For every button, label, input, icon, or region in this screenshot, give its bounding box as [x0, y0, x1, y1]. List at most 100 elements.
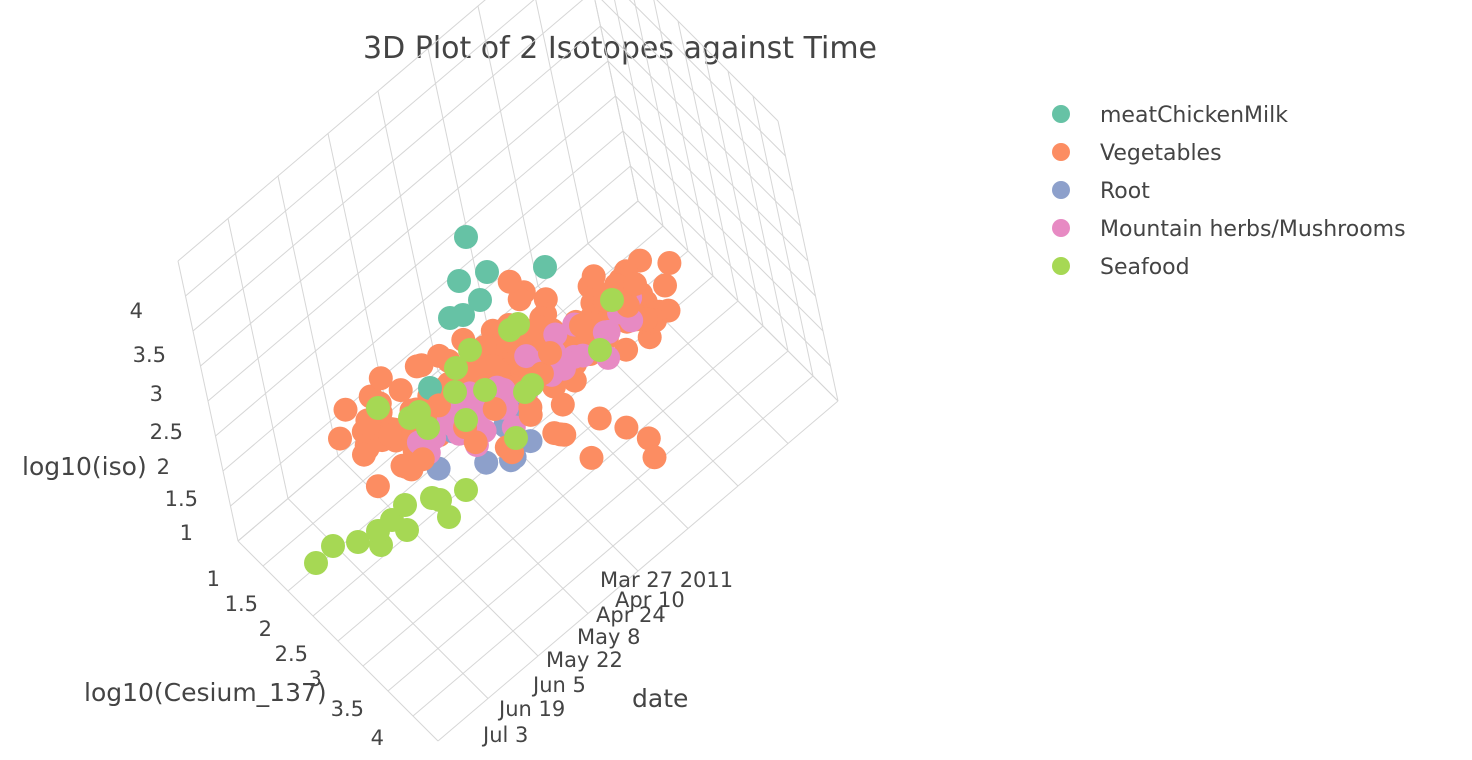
- point-mountain-herbs: [491, 378, 516, 402]
- x-tick-label: Mar 27 2011: [600, 568, 733, 592]
- point-vegetables: [328, 426, 352, 451]
- legend-item[interactable]: Mountain herbs/Mushrooms: [1052, 217, 1406, 242]
- gridline-back-horizontal: [177, 0, 486, 262]
- legend-item[interactable]: Root: [1052, 179, 1150, 204]
- legend-item[interactable]: Seafood: [1052, 255, 1190, 280]
- gridline-side-horizontal: [622, 130, 824, 332]
- y-tick-label: 2: [259, 617, 272, 641]
- z-axis-title: log10(iso): [22, 452, 147, 481]
- point-vegetables: [352, 442, 376, 467]
- point-vegetables: [642, 445, 667, 470]
- y-tick-label: 1.5: [225, 592, 258, 616]
- x-tick-label: Apr 10: [615, 588, 685, 612]
- legend-label: meatChickenMilk: [1100, 103, 1288, 128]
- z-tick-label: 3.5: [133, 343, 166, 367]
- point-seafood: [458, 338, 482, 362]
- gridline-side-horizontal: [630, 165, 831, 367]
- point-vegetables: [410, 447, 435, 472]
- legend[interactable]: meatChickenMilk Vegetables Root Mountain he…: [1052, 103, 1406, 280]
- gridline-side-horizontal: [601, 0, 794, 192]
- point-seafood: [600, 288, 624, 312]
- point-mountain-herbs: [514, 344, 539, 369]
- point-vegetables: [569, 313, 593, 338]
- point-seafood: [428, 488, 452, 512]
- y-axis-title: log10(Cesium_137): [84, 678, 327, 707]
- point-vegetables: [579, 445, 604, 470]
- gridline-side-horizontal: [607, 60, 809, 262]
- legend-label: Vegetables: [1100, 141, 1222, 166]
- point-vegetables: [426, 393, 451, 418]
- point-seafood: [473, 378, 497, 402]
- gridline-back-horizontal: [215, 95, 616, 437]
- point-vegetables: [378, 423, 403, 448]
- gridline-floor-cesium: [237, 200, 639, 542]
- point-vegetables: [538, 341, 562, 365]
- point-vegetables: [497, 269, 522, 294]
- point-vegetables: [507, 287, 532, 312]
- point-meatchickenmilk: [454, 225, 478, 249]
- point-meatchickenmilk: [451, 303, 475, 327]
- z-tick-label: 2: [157, 455, 170, 479]
- point-seafood: [416, 416, 440, 440]
- point-vegetables: [388, 378, 413, 403]
- point-seafood: [443, 380, 467, 404]
- gridline-floor-cesium: [412, 375, 814, 717]
- point-seafood: [444, 356, 468, 380]
- legend-marker: [1052, 181, 1070, 199]
- gridline-back-horizontal: [207, 60, 609, 402]
- y-tick-label: 2.5: [275, 642, 308, 666]
- y-tick-label: 4: [371, 726, 384, 750]
- gridline-back-horizontal: [230, 165, 631, 507]
- point-meatchickenmilk: [447, 269, 471, 293]
- legend-label: Root: [1100, 179, 1150, 204]
- chart-title: 3D Plot of 2 Isotopes against Time: [363, 31, 877, 66]
- point-seafood: [506, 312, 530, 336]
- point-seafood: [366, 396, 390, 420]
- point-seafood: [588, 338, 612, 362]
- legend-item[interactable]: meatChickenMilk: [1052, 103, 1288, 128]
- point-seafood: [346, 530, 370, 554]
- point-vegetables: [479, 354, 504, 378]
- point-vegetables: [333, 397, 358, 422]
- point-seafood: [454, 478, 478, 502]
- point-seafood: [304, 551, 328, 575]
- x-axis-title: date: [632, 684, 688, 713]
- point-seafood: [504, 426, 528, 450]
- point-vegetables: [365, 474, 390, 499]
- point-vegetables: [518, 402, 543, 427]
- point-mountain-herbs: [596, 319, 621, 344]
- gridline-side-horizontal: [615, 95, 816, 297]
- point-root: [474, 450, 499, 475]
- x-tick-label: Jul 3: [481, 723, 528, 747]
- gridline-side-horizontal: [637, 200, 839, 402]
- point-meatchickenmilk: [533, 255, 557, 279]
- legend-label: Seafood: [1100, 255, 1190, 280]
- legend-marker: [1052, 143, 1070, 161]
- x-tick-label: Jun 5: [531, 673, 586, 697]
- point-vegetables: [482, 397, 507, 421]
- point-vegetables: [404, 354, 429, 379]
- point-vegetables: [614, 337, 639, 362]
- gridline-back-horizontal: [200, 25, 601, 367]
- gridline-floor-cesium: [387, 350, 789, 692]
- y-tick-label: 3: [309, 667, 322, 691]
- y-tick-label: 3.5: [331, 697, 364, 721]
- y-tick-label: 1: [207, 567, 220, 591]
- legend-item[interactable]: Vegetables: [1052, 141, 1222, 166]
- point-vegetables: [548, 422, 573, 447]
- gridline-floor-cesium: [337, 300, 739, 642]
- point-vegetables: [581, 264, 606, 289]
- gridline-back-horizontal: [185, 0, 535, 297]
- point-vegetables: [587, 406, 612, 431]
- point-vegetables: [657, 251, 682, 275]
- point-seafood: [393, 493, 417, 517]
- point-seafood: [513, 380, 537, 404]
- x-tick-label: Apr 24: [596, 603, 666, 627]
- gridline-side-horizontal: [628, 0, 786, 157]
- point-vegetables: [550, 392, 575, 417]
- point-vegetables: [623, 272, 647, 297]
- gridline-side-horizontal: [656, 0, 779, 122]
- point-meatchickenmilk: [475, 260, 499, 284]
